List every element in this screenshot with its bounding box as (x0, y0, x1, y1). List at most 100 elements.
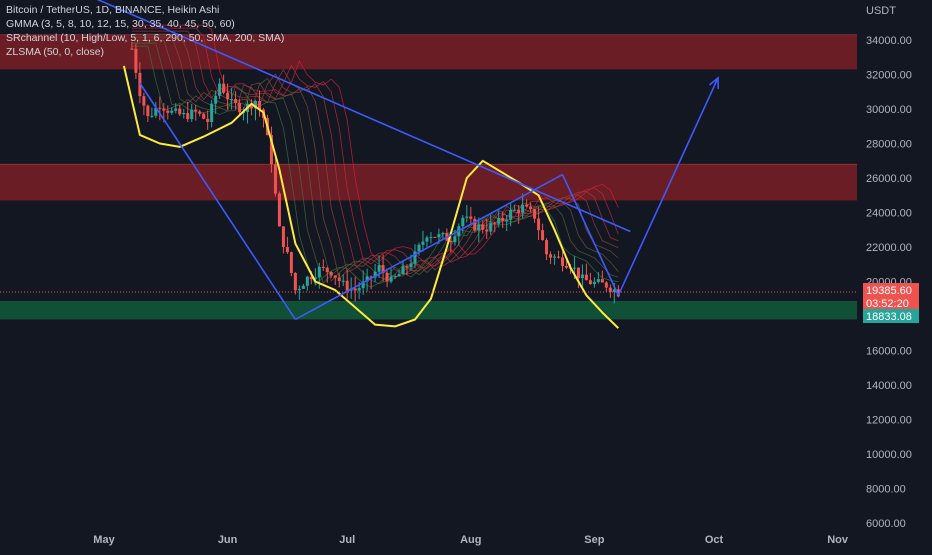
candle-body (305, 276, 309, 286)
candle-body (281, 226, 285, 248)
candle-body (130, 48, 134, 50)
gmma-line-3 (131, 36, 619, 280)
zlsma-layer (122, 65, 619, 329)
candle-body (517, 209, 521, 213)
candle-body (353, 288, 357, 291)
candle-body (381, 265, 385, 273)
support-price-text: 18833.08 (866, 311, 912, 323)
candle-body (537, 218, 541, 231)
candle-body (369, 276, 373, 278)
candle-body (608, 287, 612, 292)
candle-body (365, 276, 369, 282)
candle-body (616, 289, 620, 297)
date-tick-label: Aug (460, 534, 481, 546)
legend-zlsma[interactable]: ZLSMA (50, 0, close) (6, 46, 105, 58)
candle-body (441, 233, 445, 235)
candle-body (600, 279, 604, 283)
date-tick-label: Jun (218, 534, 238, 546)
price-tick-label: 26000.00 (866, 173, 912, 185)
candle-body (521, 204, 525, 213)
candle-body (385, 272, 389, 282)
resistance-zone-1 (0, 164, 857, 201)
candle-body (588, 280, 592, 285)
candle-body (269, 135, 273, 165)
candle-body (166, 110, 170, 113)
trendline-2 (294, 173, 563, 321)
candle-body (357, 288, 361, 291)
candle-body (465, 216, 469, 218)
candle-body (413, 251, 417, 264)
candle-body (146, 105, 150, 116)
trendline-1 (139, 82, 297, 320)
candle-body (449, 240, 453, 243)
candle-body (393, 276, 397, 278)
candle-body (273, 164, 277, 194)
candle-body (337, 277, 341, 281)
candles-layer (130, 41, 620, 304)
candle-body (142, 96, 146, 106)
candle-body (313, 277, 317, 280)
candle-body (513, 209, 517, 211)
candle-body (429, 236, 433, 238)
candle-body (210, 103, 214, 122)
support-price-badge (863, 309, 919, 323)
candle-body (134, 48, 138, 73)
candle-body (341, 280, 345, 282)
candle-body (186, 113, 190, 120)
candle-body (214, 95, 218, 104)
price-tick-label: 14000.00 (866, 380, 912, 392)
date-tick-label: Oct (705, 534, 724, 546)
candle-body (560, 257, 565, 266)
candle-body (461, 217, 465, 227)
candle-body (409, 263, 413, 268)
candle-body (170, 110, 174, 113)
candle-body (417, 244, 421, 252)
legend-gmma[interactable]: GMMA (3, 5, 8, 10, 12, 15, 30, 35, 40, 4… (6, 18, 235, 30)
candle-body (469, 216, 473, 219)
candle-body (317, 266, 321, 278)
price-tick-label: 32000.00 (866, 70, 912, 82)
candle-body (529, 206, 533, 210)
price-tick-label: 24000.00 (866, 208, 912, 220)
price-tick-label: 34000.00 (866, 35, 912, 47)
gmma-line-5 (131, 30, 619, 272)
date-tick-label: May (93, 534, 115, 546)
candle-body (174, 108, 178, 111)
candle-body (361, 281, 365, 289)
time-axis[interactable]: May Jun Jul Aug Sep Oct Nov (93, 534, 849, 546)
candle-body (541, 230, 545, 241)
price-tick-label: 10000.00 (866, 449, 912, 461)
candle-body (489, 223, 493, 232)
candle-body (421, 241, 425, 245)
legend-srchannel[interactable]: SRchannel (10, High/Low, 5, 1, 6, 290, 5… (6, 32, 285, 44)
candle-body (596, 279, 600, 282)
candle-body (401, 266, 405, 275)
legend-title[interactable]: Bitcoin / TetherUS, 1D, BINANCE, Heikin … (6, 4, 220, 16)
zlsma-line (122, 65, 619, 329)
candle-body (218, 83, 222, 96)
candle-body (373, 271, 377, 278)
trend-arrow-head (708, 76, 720, 89)
trendline-3 (561, 174, 620, 296)
candle-body (321, 266, 325, 268)
candle-body (309, 276, 313, 280)
candle-body (289, 252, 293, 273)
countdown-text: 03:52:20 (866, 298, 909, 310)
candle-body (525, 204, 529, 207)
candle-body (564, 265, 568, 268)
candle-body (345, 280, 349, 291)
candle-body (301, 285, 305, 289)
candle-body (206, 118, 210, 122)
candle-body (162, 108, 166, 111)
candle-body (257, 100, 262, 110)
candle-body (493, 223, 497, 225)
candle-body (222, 83, 226, 93)
candle-body (182, 113, 186, 115)
candle-body (194, 109, 198, 112)
candle-body (158, 107, 162, 109)
candle-body (556, 256, 561, 258)
candle-body (453, 236, 457, 243)
price-tick-label: 30000.00 (866, 104, 912, 116)
